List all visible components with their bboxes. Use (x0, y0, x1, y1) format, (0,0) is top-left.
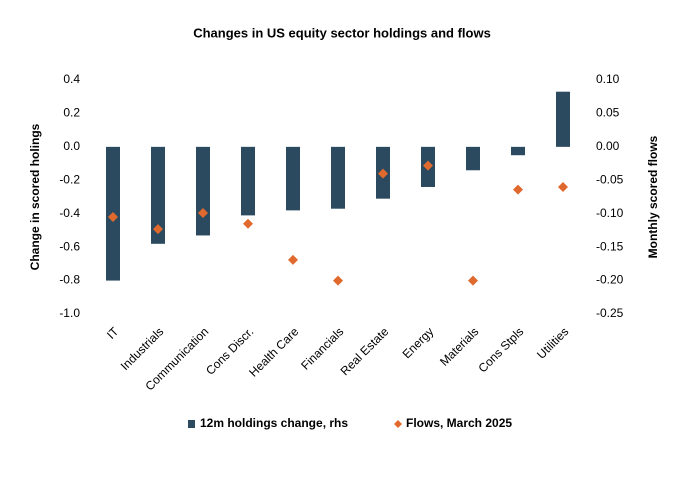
y2-tick-label: 0.05 (596, 106, 620, 120)
marker (423, 160, 433, 171)
y2-tick-label: -0.25 (596, 306, 624, 320)
y-tick-label: -0.2 (59, 172, 80, 186)
y2-tick-label: -0.05 (596, 172, 624, 186)
marker (243, 218, 253, 229)
x-tick-label: Financials (298, 324, 346, 372)
marker (198, 208, 208, 219)
x-tick-label: Cons Stpls (475, 324, 526, 375)
bar (556, 91, 570, 147)
x-tick-label: Real Estate (338, 324, 392, 378)
y-axis-title: Change in scored holings (28, 123, 42, 270)
bar (241, 146, 255, 216)
x-tick-label: Materials (437, 324, 481, 368)
x-tick-label: Utilities (534, 324, 571, 361)
legend-label: Flows, March 2025 (406, 416, 512, 430)
x-tick-label: IT (104, 324, 122, 342)
y2-tick-label: -0.10 (596, 206, 624, 220)
y2-tick-label: 0.00 (596, 139, 620, 153)
x-tick-label: Energy (400, 324, 437, 361)
legend-label: 12m holdings change, rhs (200, 416, 348, 430)
y-tick-label: 0.4 (63, 72, 80, 86)
y-tick-label: -0.4 (59, 206, 80, 220)
marker (333, 275, 343, 286)
bar (511, 146, 525, 156)
y2-tick-label: -0.20 (596, 273, 624, 287)
legend-swatch (188, 420, 195, 428)
y-tick-label: 0.2 (63, 106, 80, 120)
bar (196, 146, 210, 236)
marker (468, 275, 478, 286)
marker (378, 168, 388, 179)
marker (558, 181, 568, 192)
marker (108, 212, 118, 223)
bar (286, 146, 300, 211)
y-tick-label: 0.0 (63, 139, 80, 153)
y-tick-label: -1.0 (59, 306, 80, 320)
marker (513, 184, 523, 195)
bar (466, 146, 480, 171)
y-tick-label: -0.8 (59, 273, 80, 287)
y2-axis-title: Monthly scored flows (646, 135, 660, 258)
bar (331, 146, 345, 209)
y2-tick-label: 0.10 (596, 72, 620, 86)
marker (153, 224, 163, 235)
marker (288, 254, 298, 265)
y-tick-label: -0.6 (59, 239, 80, 253)
bar (151, 146, 165, 244)
legend-swatch (394, 420, 402, 428)
chart-title: Changes in US equity sector holdings and… (193, 25, 491, 40)
y2-tick-label: -0.15 (596, 239, 624, 253)
